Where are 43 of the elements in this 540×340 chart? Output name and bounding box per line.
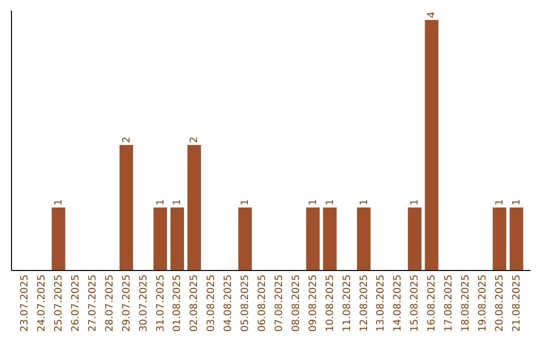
x-tick-label: 06.08.2025	[257, 274, 268, 332]
x-tick-label: 23.07.2025	[20, 274, 31, 332]
data-label: 1	[240, 199, 252, 206]
data-label: 1	[308, 199, 319, 206]
x-tick-label: 17.08.2025	[444, 274, 455, 332]
data-label: 2	[189, 136, 200, 143]
data-label: 1	[172, 199, 184, 206]
data-label: 1	[155, 199, 166, 206]
data-label: 4	[426, 12, 438, 18]
data-label: 1	[511, 199, 522, 206]
x-tick-label: 29.07.2025	[121, 274, 132, 332]
x-tick-label: 10.08.2025	[324, 274, 336, 332]
data-label: 1	[53, 199, 64, 206]
x-tick-label: 15.08.2025	[410, 274, 421, 332]
data-label: 1	[358, 199, 370, 206]
x-tick-label: 13.08.2025	[376, 274, 387, 332]
x-tick-label: 27.07.2025	[87, 274, 98, 332]
x-tick-label: 24.07.2025	[36, 274, 48, 332]
x-tick-label: 30.07.2025	[138, 274, 150, 332]
x-tick-label: 19.08.2025	[478, 274, 489, 332]
x-tick-label: 09.08.2025	[308, 274, 319, 332]
x-tick-label: 04.08.2025	[223, 274, 234, 332]
x-tick-label: 31.07.2025	[155, 274, 166, 332]
x-tick-label: 14.08.2025	[392, 274, 404, 332]
x-tick-label: 18.08.2025	[460, 274, 472, 332]
x-tick-label: 12.08.2025	[358, 274, 370, 332]
x-tick-label: 21.08.2025	[511, 274, 522, 332]
x-tick-label: 16.08.2025	[426, 274, 438, 332]
data-label: 2	[121, 136, 132, 143]
x-tick-label: 05.08.2025	[240, 274, 252, 332]
x-tick-label: 08.08.2025	[290, 274, 302, 332]
x-tick-label: 26.07.2025	[70, 274, 82, 332]
x-tick-label: 11.08.2025	[342, 274, 353, 332]
x-tick-label: 01.08.2025	[172, 274, 184, 332]
data-label: 1	[324, 199, 336, 206]
x-tick-label: 03.08.2025	[206, 274, 218, 332]
x-tick-label: 02.08.2025	[189, 274, 200, 332]
x-tick-label: 25.07.2025	[53, 274, 64, 332]
data-label: 1	[410, 199, 421, 206]
x-tick-label: 07.08.2025	[274, 274, 285, 332]
x-tick-label: 28.07.2025	[104, 274, 116, 332]
data-label: 1	[494, 199, 506, 206]
x-tick-label: 20.08.2025	[494, 274, 506, 332]
